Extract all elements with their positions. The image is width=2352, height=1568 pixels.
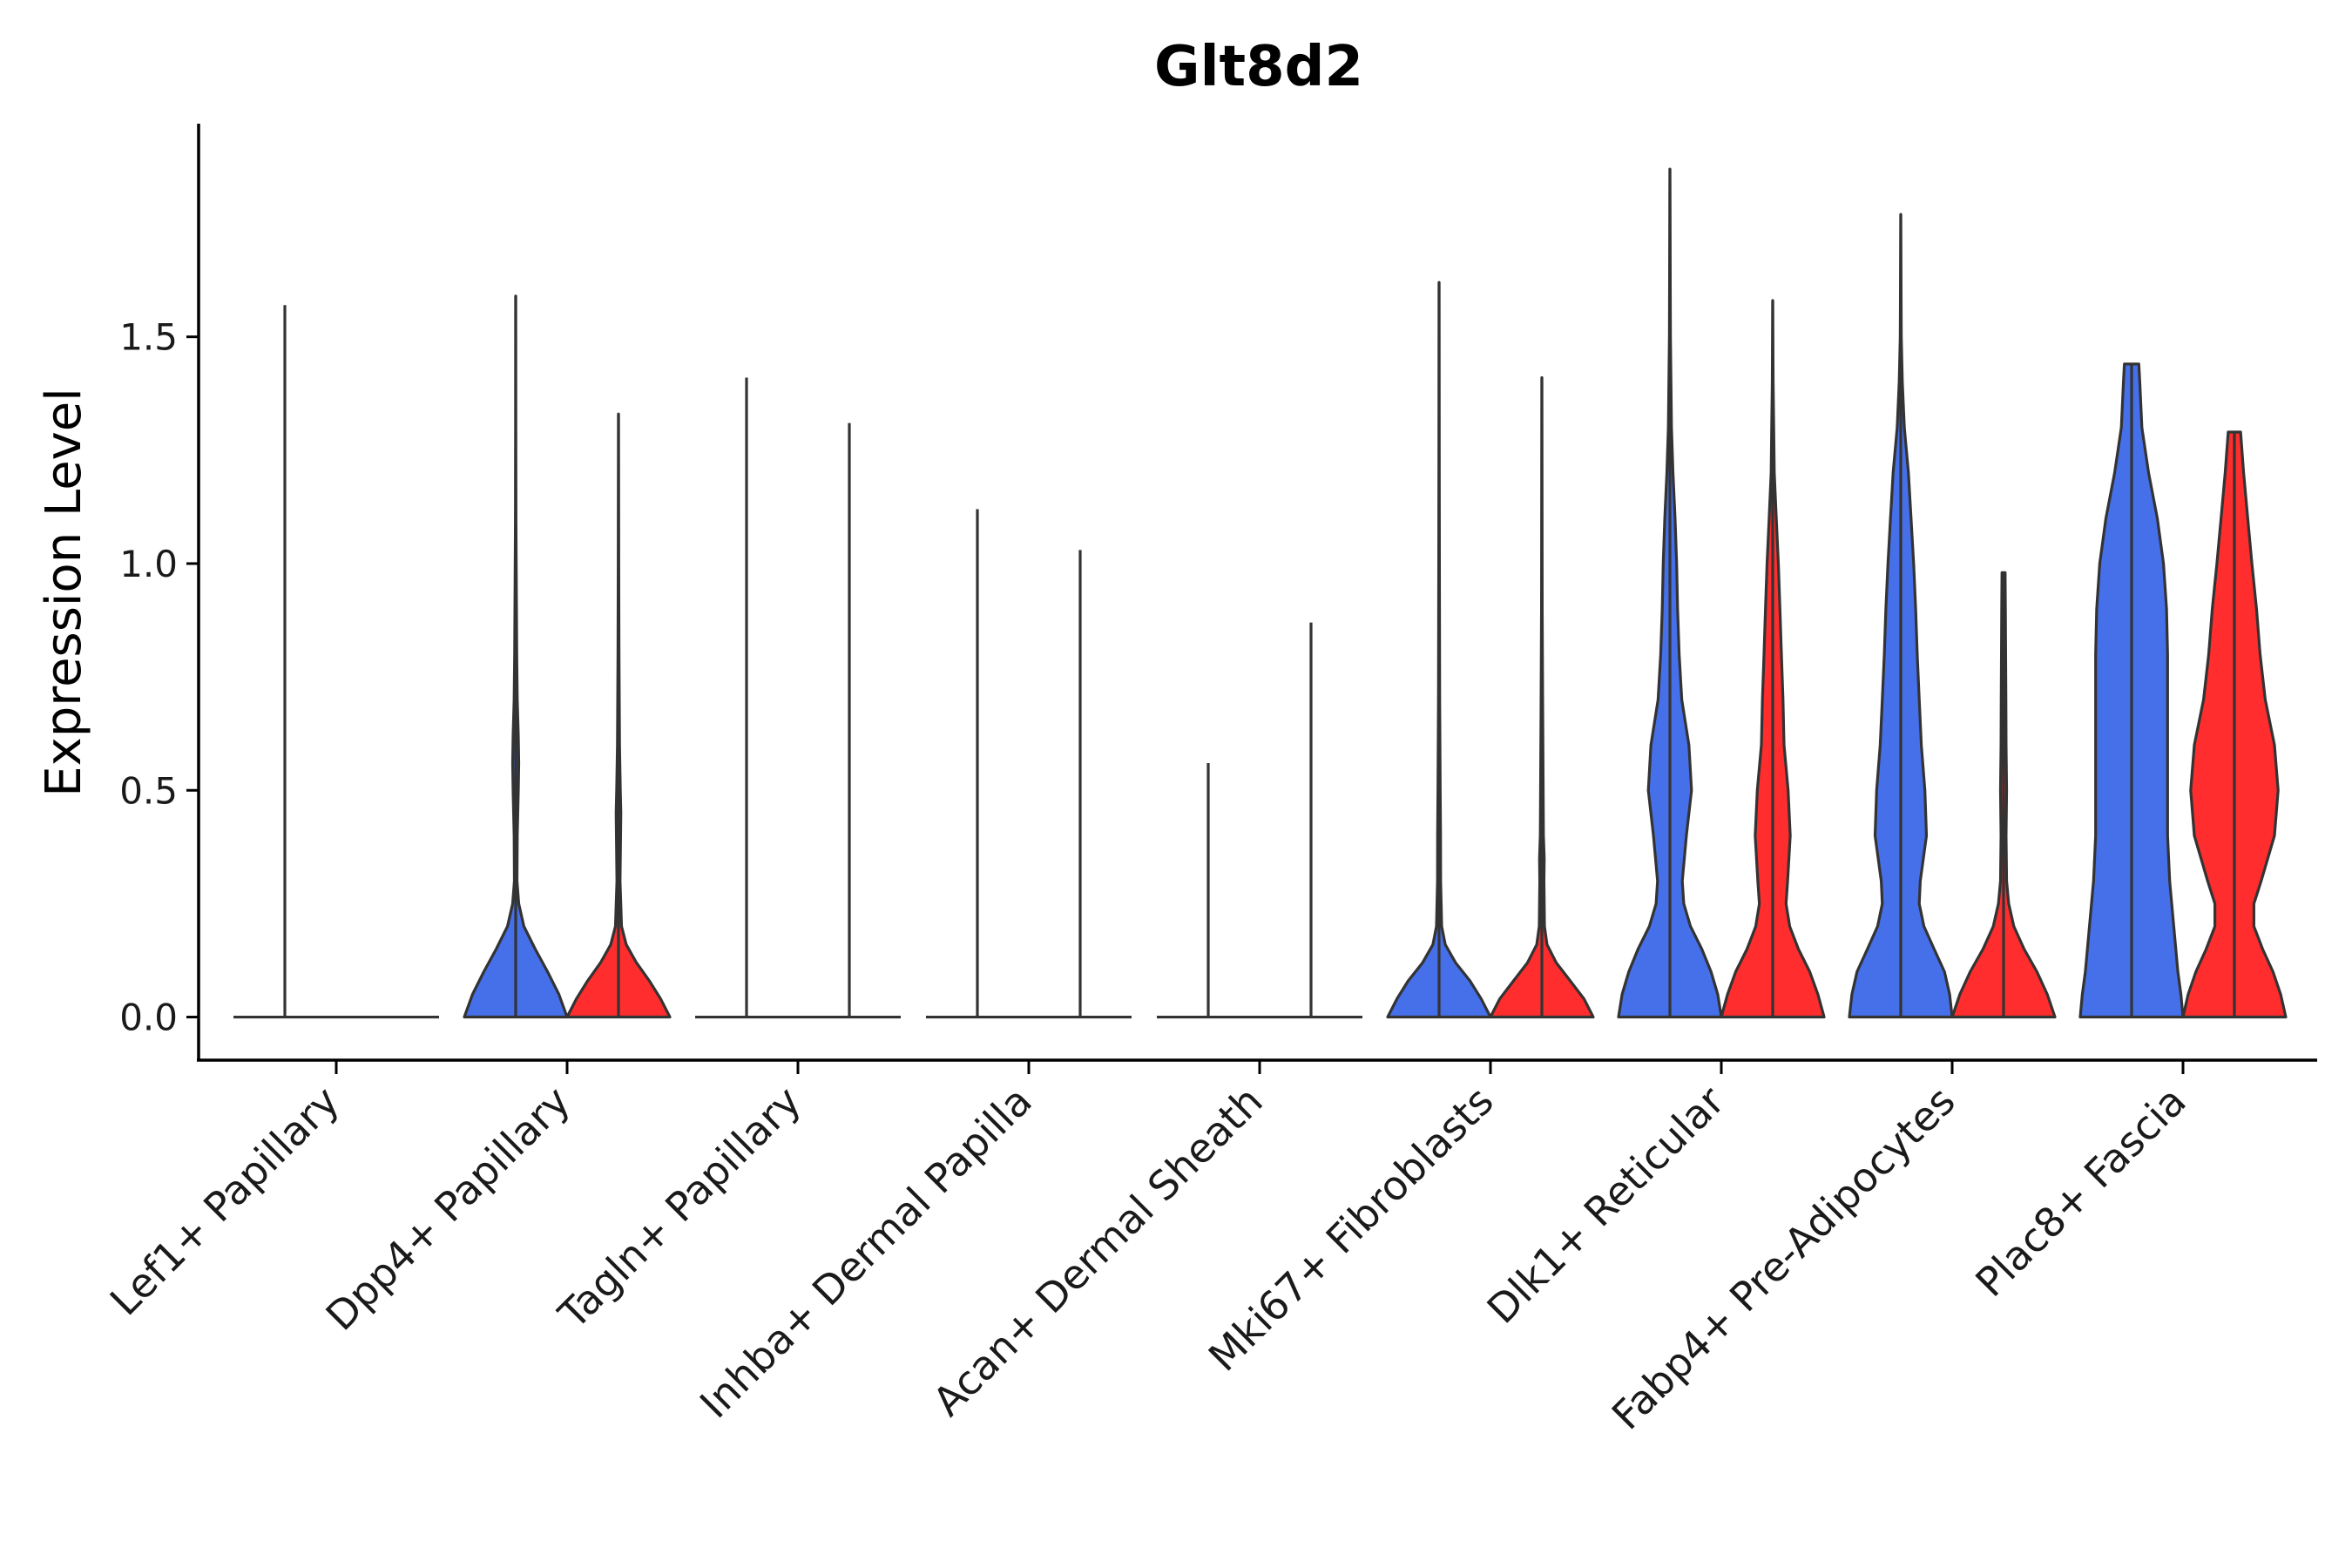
x-tick-label: Lef1+ Papillary [101, 1078, 348, 1325]
y-axis-ticks: 0.0 0.5 1.0 1.5 [119, 316, 199, 1039]
x-tick-label: Dpp4+ Papillary [317, 1078, 579, 1340]
x-tick-label: Plac8+ Fascia [1966, 1078, 2194, 1306]
y-tick-label: 1.0 [119, 543, 178, 585]
y-tick-label: 0.0 [119, 997, 178, 1039]
y-axis-label: Expression Level [36, 388, 92, 797]
y-tick-label: 1.5 [119, 316, 178, 359]
x-tick-label: Dlk1+ Reticular [1478, 1078, 1734, 1333]
plot-area [233, 167, 2288, 1019]
y-tick-label: 0.5 [119, 769, 178, 812]
chart-title: Glt8d2 [1154, 35, 1363, 99]
x-tick-label: Tagln+ Papillary [549, 1078, 810, 1339]
